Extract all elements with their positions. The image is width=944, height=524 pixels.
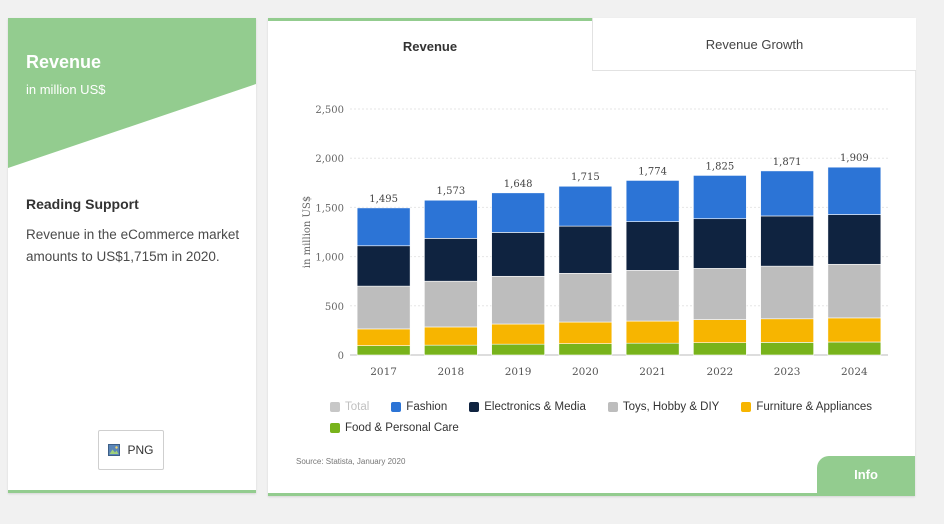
bar-segment [760,265,814,320]
legend-label: Food & Personal Care [345,422,459,434]
bar-segment [491,275,545,325]
bar-segment [491,232,545,277]
legend-swatch [607,402,618,412]
bar-segment [827,341,882,356]
x-tick-label: 2020 [572,366,599,378]
legend-swatch [330,402,340,412]
y-tick-label: 2,000 [315,154,344,165]
bar-segment [558,225,613,274]
bar-segment [356,328,411,346]
legend-label: Fashion [406,401,448,413]
bar-segment [693,175,747,220]
bar-segment [356,285,411,330]
reading-support-title: Reading Support [26,196,139,212]
legend-swatch [330,423,340,433]
total-label: 1,909 [840,153,869,164]
legend-item[interactable]: Fashion [391,399,447,415]
bar-segment [625,180,680,222]
legend-item[interactable]: Toys, Hobby & DIY [607,399,720,415]
bar-segment [827,263,882,319]
bar-segment [693,218,747,269]
y-tick-label: 500 [325,302,344,313]
legend-swatch [469,402,480,412]
bar-segment [625,320,680,344]
total-label: 1,573 [437,186,466,197]
bar-segment [424,344,478,356]
bar-segment [491,192,545,233]
legend-label: Furniture & Appliances [756,401,873,413]
bar-segment [827,214,882,265]
bar-segment [356,345,411,356]
bar-segment [424,238,478,282]
source-note: Source: Statista, January 2020 [296,457,406,466]
total-label: 1,495 [369,194,398,205]
bar-segment [693,342,747,356]
total-label: 1,715 [571,172,600,183]
x-tick-label: 2022 [707,366,734,378]
legend-label: Electronics & Media [484,401,586,413]
image-icon [108,444,121,456]
x-tick-label: 2021 [639,366,666,378]
revenue-stacked-bar-chart: 0 500 1,000 1,500 2,000 2,500 in million US$ 1,… [302,105,888,378]
total-label: 1,648 [504,179,533,190]
y-tick-label: 0 [338,351,344,362]
reading-support-text: Revenue in the eCommerce market amounts … [26,227,240,264]
chart-card: Revenue Revenue Growth 0 500 1,000 1,500 2,0… [268,18,916,496]
bar-segment [424,280,478,328]
bar-segment [625,221,680,271]
bar-segment [760,318,814,343]
bar-segment [827,166,882,215]
y-axis-label: in million US$ [302,196,313,268]
bar-segment [424,199,478,239]
info-button[interactable]: Info [817,456,915,493]
bar-segment [760,170,814,217]
bar-segment [558,273,613,323]
legend-item[interactable]: Food & Personal Care [330,420,459,436]
summary-card: Revenue in million US$ Reading Support R… [8,18,256,493]
legend-label: Total [345,401,370,413]
legend-item[interactable]: Furniture & Appliances [741,399,872,415]
y-tick-label: 1,000 [315,253,344,264]
x-tick-label: 2024 [841,366,868,378]
x-tick-label: 2023 [774,366,801,378]
total-label: 1,871 [773,157,802,168]
bar-segment [491,323,545,345]
bar-segment [625,270,680,322]
bar-segment [625,342,680,356]
bar-segment [558,321,613,344]
bar-segment [760,215,814,267]
bar-segment [760,342,814,356]
tab-revenue[interactable]: Revenue [268,21,592,71]
legend-swatch [391,402,402,412]
summary-title: Revenue [26,52,102,72]
bar-segment [693,268,747,320]
x-tick-label: 2019 [505,366,532,378]
y-tick-label: 1,500 [315,203,344,214]
x-tick-label: 2017 [370,366,397,378]
download-png-label: PNG [127,443,154,457]
bar-segment [693,319,747,343]
summary-banner [8,18,256,168]
summary-subtitle: in million US$ [26,82,106,97]
bar-segment [558,343,613,356]
total-label: 1,774 [638,166,667,177]
legend-item[interactable]: Total [330,399,369,415]
bar-segment [491,343,545,356]
legend-item[interactable]: Electronics & Media [469,399,586,415]
bar-segment [356,245,411,287]
bar-segment [356,207,411,247]
chart-legend: Total Fashion Electronics & Media Toys, Hob… [330,399,890,436]
legend-swatch [741,402,752,412]
bar-segment [827,317,882,343]
download-png-button[interactable]: PNG [98,430,164,470]
bar-segment [558,185,613,227]
x-tick-label: 2018 [438,366,465,378]
tab-revenue-growth[interactable]: Revenue Growth [592,18,916,71]
y-tick-label: 2,500 [315,105,344,116]
bar-segment [424,326,478,346]
total-label: 1,825 [706,161,735,172]
legend-label: Toys, Hobby & DIY [622,401,720,413]
